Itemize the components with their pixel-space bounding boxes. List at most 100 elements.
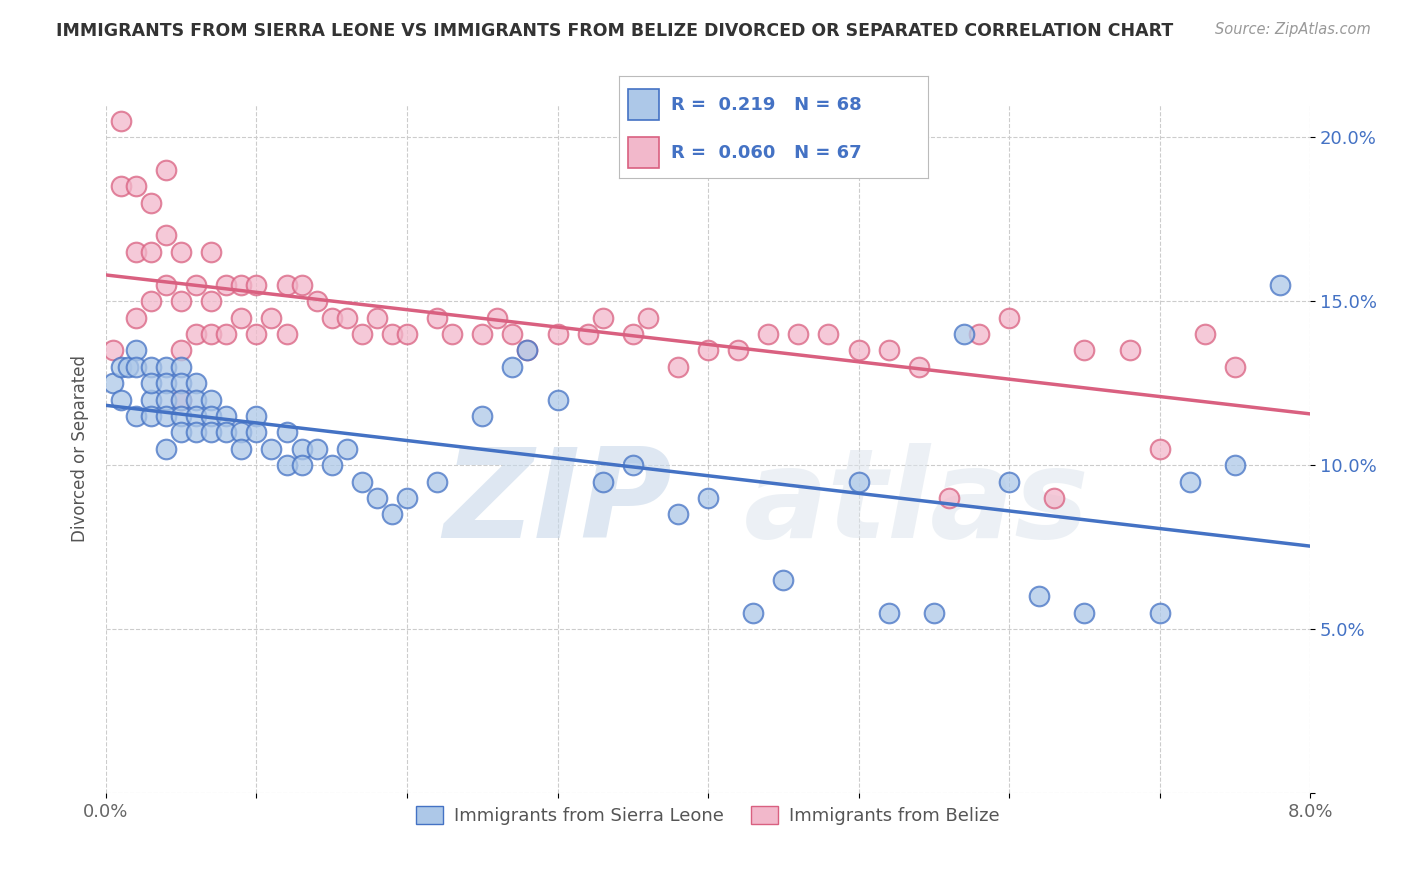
Point [139, 392, 162, 407]
Point [547, 392, 569, 407]
Point [291, 277, 314, 292]
Point [366, 310, 388, 325]
Point [1223, 359, 1246, 374]
Point [697, 343, 720, 358]
Point [276, 458, 298, 473]
Point [200, 244, 222, 259]
Point [321, 458, 343, 473]
Point [186, 326, 208, 341]
Point [953, 326, 976, 341]
Point [1073, 606, 1095, 620]
Legend: Immigrants from Sierra Leone, Immigrants from Belize: Immigrants from Sierra Leone, Immigrants… [409, 798, 1007, 832]
Point [350, 475, 373, 489]
Point [877, 606, 900, 620]
Point [998, 475, 1021, 489]
Point [1149, 606, 1171, 620]
Point [938, 491, 960, 505]
Point [742, 606, 765, 620]
Point [621, 458, 644, 473]
Point [922, 606, 945, 620]
Point [200, 392, 222, 407]
Point [103, 376, 125, 391]
Point [516, 343, 538, 358]
Point [125, 244, 148, 259]
Point [1043, 491, 1066, 505]
Point [1194, 326, 1216, 341]
Point [231, 310, 253, 325]
Point [276, 425, 298, 440]
Point [260, 442, 283, 456]
Point [139, 294, 162, 309]
Point [170, 392, 193, 407]
Point [170, 244, 193, 259]
Point [516, 343, 538, 358]
Point [155, 228, 177, 243]
Point [110, 113, 132, 128]
Point [1178, 475, 1201, 489]
Point [186, 277, 208, 292]
Point [245, 425, 267, 440]
Text: atlas: atlas [744, 443, 1090, 565]
Point [186, 392, 208, 407]
Point [155, 409, 177, 423]
Point [336, 310, 359, 325]
Point [967, 326, 990, 341]
Point [1268, 277, 1291, 292]
Point [381, 508, 404, 522]
Point [501, 326, 523, 341]
Point [998, 310, 1021, 325]
Point [787, 326, 810, 341]
Text: Source: ZipAtlas.com: Source: ZipAtlas.com [1215, 22, 1371, 37]
Point [848, 475, 870, 489]
Point [305, 294, 328, 309]
Point [1073, 343, 1095, 358]
Point [727, 343, 749, 358]
Point [139, 376, 162, 391]
Text: R =  0.219   N = 68: R = 0.219 N = 68 [671, 95, 862, 113]
Point [215, 277, 238, 292]
Point [125, 359, 148, 374]
Point [245, 326, 267, 341]
Point [547, 326, 569, 341]
Y-axis label: Divorced or Separated: Divorced or Separated [72, 355, 89, 542]
Point [395, 326, 418, 341]
Point [125, 343, 148, 358]
FancyBboxPatch shape [628, 89, 659, 120]
Point [291, 458, 314, 473]
Point [215, 409, 238, 423]
Point [200, 409, 222, 423]
Point [1223, 458, 1246, 473]
Point [666, 359, 689, 374]
Point [170, 409, 193, 423]
Point [1028, 590, 1050, 604]
Point [772, 573, 794, 587]
FancyBboxPatch shape [628, 137, 659, 168]
Point [471, 326, 494, 341]
Point [877, 343, 900, 358]
Point [276, 277, 298, 292]
Point [592, 475, 614, 489]
Point [848, 343, 870, 358]
Point [155, 392, 177, 407]
Point [170, 376, 193, 391]
Point [426, 310, 449, 325]
Point [426, 475, 449, 489]
Point [471, 409, 494, 423]
Point [245, 409, 267, 423]
Point [125, 409, 148, 423]
Point [350, 326, 373, 341]
Point [697, 491, 720, 505]
Point [245, 277, 267, 292]
Point [215, 425, 238, 440]
Point [155, 277, 177, 292]
Point [336, 442, 359, 456]
Point [231, 442, 253, 456]
Point [139, 409, 162, 423]
Point [592, 310, 614, 325]
Point [186, 409, 208, 423]
Point [200, 326, 222, 341]
Point [321, 310, 343, 325]
Point [103, 343, 125, 358]
Point [170, 343, 193, 358]
Point [486, 310, 509, 325]
